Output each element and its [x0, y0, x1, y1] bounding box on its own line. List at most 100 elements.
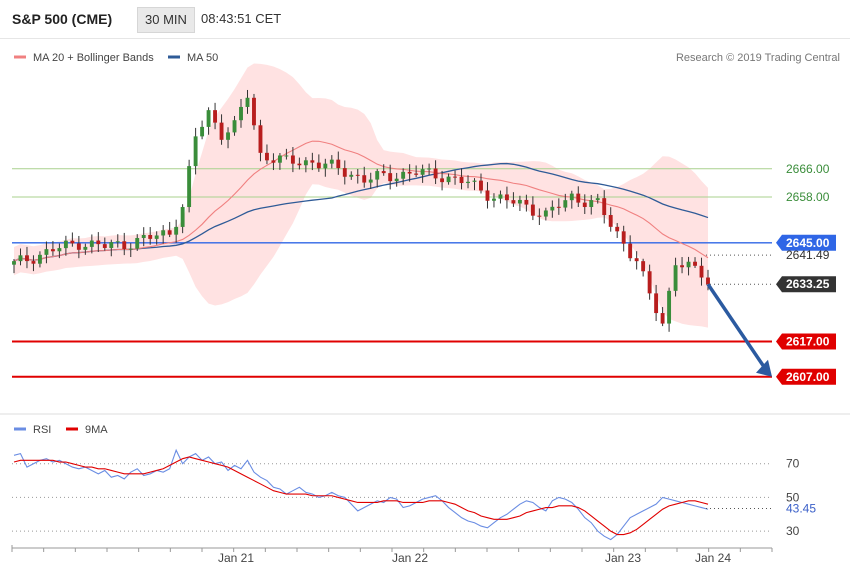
candle — [141, 235, 146, 239]
candle — [316, 162, 321, 169]
candle — [407, 171, 412, 174]
candle — [342, 168, 347, 177]
candle — [641, 261, 646, 272]
candle — [381, 171, 386, 174]
candle — [213, 110, 218, 123]
candle — [277, 155, 282, 163]
candle — [174, 226, 179, 235]
candle — [550, 206, 555, 211]
candle — [375, 171, 380, 180]
candle — [232, 120, 237, 133]
level-badge — [776, 234, 836, 251]
candle — [226, 132, 230, 140]
candle — [453, 176, 457, 178]
candle — [446, 176, 451, 183]
candle — [290, 155, 295, 164]
candle — [25, 255, 29, 262]
candle — [647, 271, 652, 294]
candle — [401, 171, 406, 179]
rsi-tick-label: 50 — [786, 490, 800, 504]
candle — [595, 198, 600, 201]
candle — [628, 243, 633, 259]
timeframe-button[interactable]: 30 MIN — [137, 7, 195, 33]
candle — [180, 207, 185, 227]
rsi-legend-label: 9MA — [85, 424, 108, 436]
candle — [76, 243, 81, 250]
candle — [699, 265, 704, 278]
candle — [485, 190, 490, 201]
candle — [706, 277, 710, 285]
candle — [200, 126, 205, 137]
candle — [621, 231, 626, 244]
level-label: 2617.00 — [786, 335, 830, 349]
candle — [576, 193, 581, 203]
candle — [329, 159, 334, 164]
candle — [245, 97, 250, 107]
candle — [12, 261, 16, 265]
forecast-arrow-shaft — [706, 283, 768, 371]
legend-label: MA 50 — [187, 52, 218, 64]
level-badge — [776, 333, 836, 350]
candle — [258, 125, 263, 153]
candle — [336, 159, 341, 169]
candle — [686, 261, 691, 268]
candle — [284, 155, 289, 157]
level-label: 2607.00 — [786, 370, 830, 384]
candle — [57, 248, 62, 252]
legend-label: MA 20 + Bollinger Bands — [33, 52, 154, 64]
x-axis-label: Jan 24 — [695, 551, 731, 565]
candle — [161, 230, 166, 236]
candle — [440, 178, 445, 183]
candle — [388, 173, 393, 182]
candle — [589, 200, 594, 208]
candle — [122, 241, 127, 249]
candle — [466, 181, 470, 184]
candle — [96, 240, 101, 245]
candle — [271, 160, 276, 163]
credit-text: Research © 2019 Trading Central — [676, 52, 840, 64]
forecast-arrow-head — [756, 359, 772, 377]
candle — [355, 174, 360, 176]
candle — [693, 261, 697, 266]
candle — [89, 240, 94, 247]
candle — [498, 194, 503, 199]
candle — [504, 194, 509, 201]
candle — [219, 122, 224, 140]
candle — [102, 244, 107, 248]
candle — [479, 180, 483, 191]
candle — [303, 160, 308, 166]
candle — [654, 293, 659, 314]
candle — [667, 290, 672, 324]
timestamp: 08:43:51 CET — [201, 11, 282, 26]
bollinger-band — [14, 63, 708, 328]
candle — [537, 215, 542, 217]
rsi-line — [13, 448, 709, 541]
candle — [368, 179, 373, 183]
candle — [115, 241, 120, 243]
candle — [239, 106, 243, 121]
candle — [582, 202, 587, 208]
candle — [349, 174, 354, 177]
level-badge — [776, 368, 836, 385]
level-label: 2658.00 — [786, 190, 830, 204]
candle — [530, 204, 535, 216]
candle — [323, 163, 328, 169]
marker-label: 2633.25 — [786, 277, 830, 291]
candle — [660, 313, 665, 324]
candle — [83, 246, 88, 250]
candle — [680, 265, 685, 268]
candle — [420, 169, 425, 175]
rsi-9ma-line — [13, 456, 709, 536]
candle — [206, 110, 211, 127]
level-label: 2666.00 — [786, 162, 830, 176]
instrument-title: S&P 500 (CME) — [12, 11, 113, 27]
marker-label: 2641.49 — [786, 248, 830, 262]
candle — [44, 249, 49, 255]
candle — [556, 206, 561, 208]
candle — [128, 248, 133, 250]
candle — [511, 200, 516, 204]
level-label: 2645.00 — [786, 236, 830, 250]
candle — [608, 215, 613, 227]
candle — [492, 198, 496, 201]
last-price-badge — [776, 276, 836, 293]
